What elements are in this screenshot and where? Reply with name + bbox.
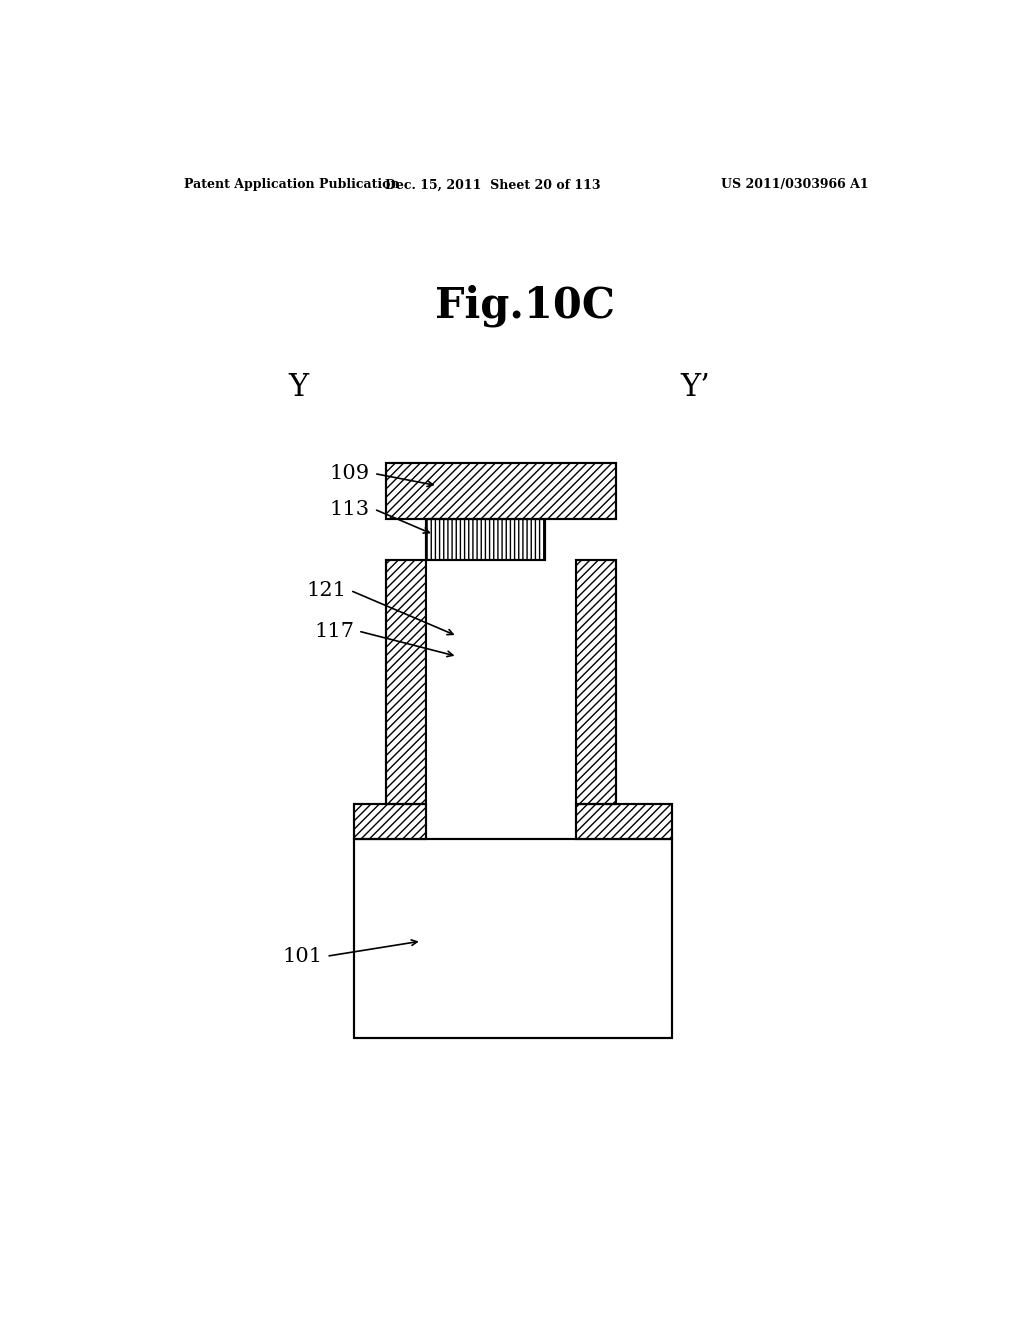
Bar <box>426 519 545 560</box>
Text: 109: 109 <box>330 465 370 483</box>
Text: Patent Application Publication: Patent Application Publication <box>183 178 399 191</box>
Bar <box>426 560 577 804</box>
Bar <box>386 560 426 804</box>
Text: 113: 113 <box>330 499 370 519</box>
Bar <box>577 804 672 840</box>
Text: 117: 117 <box>314 622 354 640</box>
Bar <box>354 804 426 840</box>
Text: 121: 121 <box>306 581 346 599</box>
Text: 101: 101 <box>283 946 323 966</box>
Text: Fig.10C: Fig.10C <box>435 285 614 327</box>
Bar <box>577 804 672 840</box>
Text: Dec. 15, 2011  Sheet 20 of 113: Dec. 15, 2011 Sheet 20 of 113 <box>385 178 601 191</box>
Bar <box>386 560 426 804</box>
Text: Y: Y <box>289 372 308 403</box>
Bar <box>426 519 545 560</box>
Bar <box>354 804 426 840</box>
Bar <box>577 560 616 804</box>
Text: Y’: Y’ <box>681 372 711 403</box>
Bar <box>386 463 616 519</box>
Bar <box>354 840 672 1038</box>
Text: US 2011/0303966 A1: US 2011/0303966 A1 <box>721 178 868 191</box>
Bar <box>354 840 672 1038</box>
Bar <box>577 560 616 804</box>
Bar <box>386 463 616 519</box>
